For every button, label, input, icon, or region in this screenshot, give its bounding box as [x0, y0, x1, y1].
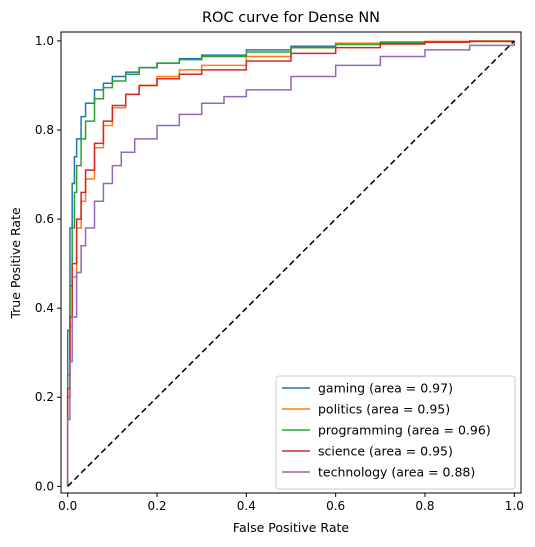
legend-label-2: programming (area = 0.96) [318, 423, 491, 438]
legend-label-3: science (area = 0.95) [318, 444, 453, 459]
legend-label-1: politics (area = 0.95) [318, 402, 450, 417]
reference-diagonal-line [67, 40, 515, 487]
legend-label-0: gaming (area = 0.97) [318, 381, 453, 396]
x-tick-label-2: 0.4 [237, 499, 256, 513]
series-line-3 [66, 40, 516, 487]
y-tick-label-0: 0.0 [35, 479, 54, 493]
x-tick-label-1: 0.2 [147, 499, 166, 513]
x-axis-label: False Positive Rate [233, 520, 349, 535]
legend-box [275, 375, 516, 490]
series-line-4 [66, 40, 516, 487]
x-tick-label-0: 0.0 [58, 499, 77, 513]
y-tick-label-1: 0.2 [35, 390, 54, 404]
curves-group [66, 40, 516, 487]
y-tick-label-4: 0.8 [35, 123, 54, 137]
axes-frame [60, 31, 522, 494]
y-tick-label-5: 1.0 [35, 34, 54, 48]
y-axis-label: True Positive Rate [8, 207, 23, 320]
x-tick-label-3: 0.6 [326, 499, 345, 513]
series-line-2 [66, 40, 516, 487]
y-tick-label-3: 0.6 [35, 212, 54, 226]
chart-title: ROC curve for Dense NN [202, 10, 380, 26]
legend: gaming (area = 0.97) politics (area = 0.9… [275, 375, 516, 490]
legend-label-4: technology (area = 0.88) [318, 465, 475, 480]
x-tick-label-5: 1.0 [505, 499, 524, 513]
y-tick-label-2: 0.4 [35, 301, 54, 315]
x-tick-label-4: 0.8 [415, 499, 434, 513]
plot-area: 0.0 0.2 0.4 0.6 0.8 1.0 0.0 0.2 0.4 0.6 0.8 1.0 gami… [35, 31, 524, 513]
